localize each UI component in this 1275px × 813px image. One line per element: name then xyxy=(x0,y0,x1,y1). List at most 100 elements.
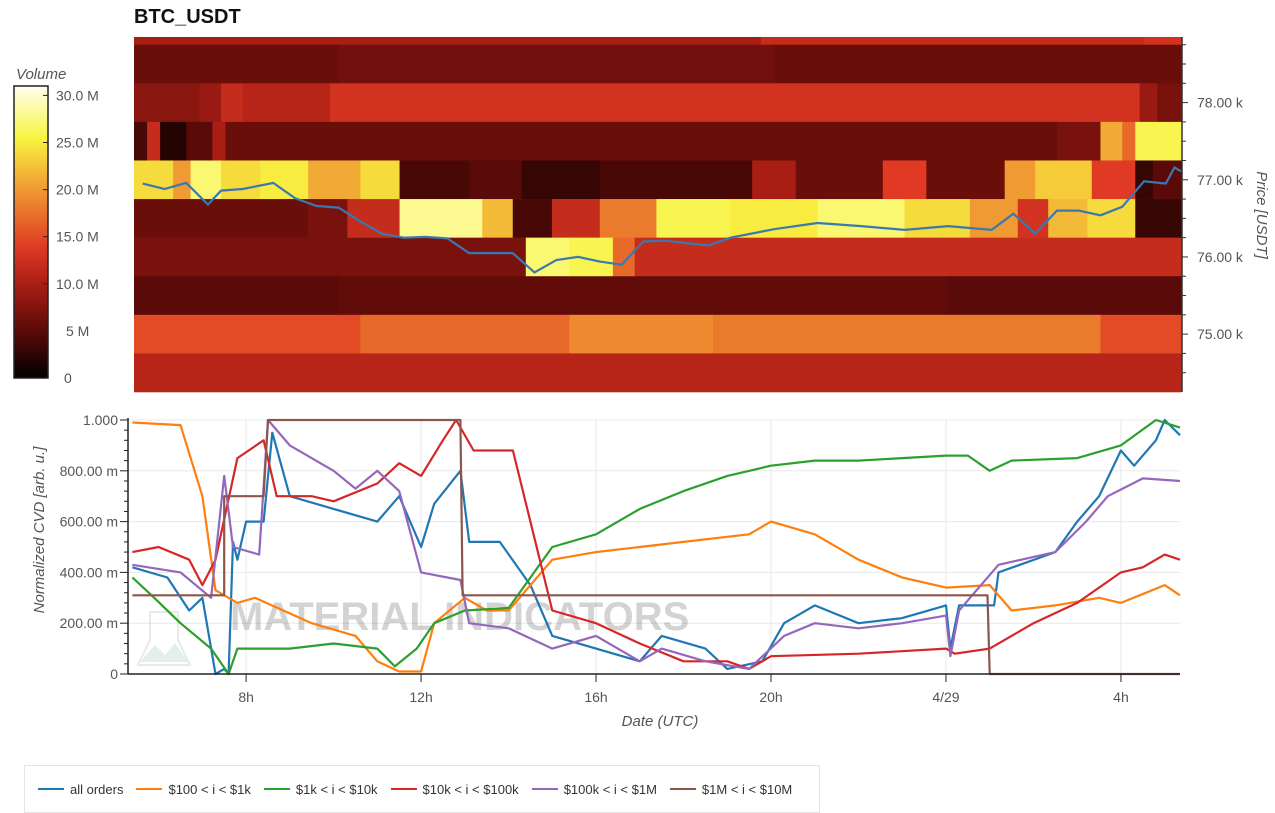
legend-swatch xyxy=(531,788,558,790)
heatmap-cell xyxy=(134,44,340,84)
legend-label: $1k < i < $10k xyxy=(295,781,378,797)
heatmap-cell xyxy=(926,160,1006,200)
cvd-series-line xyxy=(132,421,1181,673)
heatmap-cell xyxy=(134,121,148,161)
x-tick-label: 4/29 xyxy=(932,689,959,705)
legend-swatch xyxy=(390,788,417,790)
cvd-series-line xyxy=(132,418,1181,670)
heatmap-cell xyxy=(599,160,753,200)
heatmap-cell xyxy=(1143,37,1182,46)
heatmap-cell xyxy=(134,199,309,238)
x-tick-label: 8h xyxy=(238,689,254,705)
heatmap-cell xyxy=(1087,199,1136,238)
heatmap-cell xyxy=(969,199,1019,238)
heatmap-cell xyxy=(1100,314,1182,354)
heatmap-cell xyxy=(612,237,636,277)
heatmap-cell xyxy=(1048,199,1088,238)
heatmap-cell xyxy=(147,121,161,161)
heatmap-cell xyxy=(773,44,1182,84)
legend-swatch xyxy=(263,788,290,790)
heatmap-cell xyxy=(329,83,1141,123)
heatmap-cell xyxy=(212,121,226,161)
heatmap-cell xyxy=(134,83,200,123)
heatmap-cell xyxy=(569,314,714,354)
price-tick-label: 76.00 k xyxy=(1197,249,1244,265)
heatmap-cell xyxy=(1135,121,1182,161)
legend-label: all orders xyxy=(70,781,124,797)
heatmap-cell xyxy=(160,121,187,161)
mountain-icon xyxy=(140,643,188,662)
legend-label: $10k < i < $100k xyxy=(422,781,519,797)
heatmap-cell xyxy=(469,160,522,200)
heatmap-cell xyxy=(360,314,570,354)
colorbar-tick-label: 10.0 M xyxy=(56,276,99,292)
heatmap-cell xyxy=(221,160,261,200)
legend-item[interactable]: $1M < i < $10M xyxy=(669,781,793,797)
heatmap-cell xyxy=(1091,160,1136,200)
legend-item[interactable]: $100 < i < $1k xyxy=(136,781,251,797)
colorbar-tick-label: 15.0 M xyxy=(56,229,99,245)
heatmap-cell xyxy=(1122,121,1136,161)
heatmap-cell xyxy=(1135,199,1182,238)
heatmap-cell xyxy=(242,83,331,123)
colorbar-gradient xyxy=(13,85,49,379)
heatmap-cell xyxy=(730,199,818,238)
heatmap-cell xyxy=(308,160,361,200)
watermark-logo xyxy=(136,611,192,666)
price-tick-label: 78.00 k xyxy=(1197,95,1244,111)
legend-swatch xyxy=(669,788,696,790)
legend-item[interactable]: $1k < i < $10k xyxy=(263,781,378,797)
x-axis-label: Date (UTC) xyxy=(622,713,699,730)
heatmap-cell xyxy=(134,160,174,200)
heatmap-cell xyxy=(904,199,971,238)
y-tick-label: 1.000 xyxy=(83,412,118,428)
x-tick-label: 16h xyxy=(584,689,607,705)
legend-item[interactable]: all orders xyxy=(38,782,123,797)
heatmap-cell xyxy=(399,199,483,238)
y-tick-label: 200.00 m xyxy=(60,615,118,631)
legend-item[interactable]: $10k < i < $100k xyxy=(390,781,519,797)
colorbar: Volume 0 5 M 10.0 M 15.0 M 20.0 M 25.0 M 30.0 M xyxy=(13,66,99,386)
x-tick-label: 4h xyxy=(1113,689,1129,705)
x-tick-label: 12h xyxy=(409,689,432,705)
chart-title: BTC_USDT xyxy=(134,6,241,28)
legend-swatch xyxy=(136,788,163,790)
price-tick-label: 77.00 k xyxy=(1197,172,1244,188)
cvd-series-line xyxy=(131,418,1181,676)
legend-item[interactable]: $100k < i < $1M xyxy=(531,782,657,797)
legend: all orders $100 < i < $1k $1k < i < $10k $1… xyxy=(24,765,820,813)
legend-label: $100 < i < $1k xyxy=(168,781,251,797)
heatmap-cell xyxy=(134,353,1182,393)
heatmap-cell xyxy=(134,314,361,354)
heatmap-cell xyxy=(338,276,949,316)
y-tick-label: 800.00 m xyxy=(60,463,118,479)
heatmap-cell xyxy=(186,121,213,161)
heatmap-cell xyxy=(264,121,1058,161)
heatmap-cell xyxy=(173,160,192,200)
heatmap-cell xyxy=(752,160,797,200)
heatmap-cell xyxy=(225,121,266,161)
x-tick-label: 20h xyxy=(759,689,782,705)
heatmap-cell xyxy=(795,160,884,200)
colorbar-tick-label: 30.0 M xyxy=(56,87,99,103)
heatmap-cell xyxy=(134,237,527,277)
colorbar-tick-label: 0 xyxy=(64,370,72,386)
heatmap-cell xyxy=(1139,83,1158,123)
heatmap-cell xyxy=(260,160,309,200)
heatmap-cell xyxy=(199,83,222,123)
heatmap-cell xyxy=(713,314,1101,354)
heatmap-panel: 75.00 k 76.00 k 77.00 k 78.00 k Price [USDT] xyxy=(134,37,1270,393)
heatmap-cell xyxy=(134,37,762,46)
heatmap-cell xyxy=(338,44,775,84)
heatmap-cell xyxy=(1100,121,1123,161)
colorbar-tick-label: 25.0 M xyxy=(56,135,99,151)
cvd-series-line xyxy=(132,418,1180,676)
y-tick-label: 0 xyxy=(110,666,118,682)
legend-label: $1M < i < $10M xyxy=(701,781,793,797)
y-tick-label: 600.00 m xyxy=(60,514,118,530)
heatmap-cell xyxy=(221,83,244,123)
heatmap-cell xyxy=(634,237,1182,277)
y-axis-label: Normalized CVD [arb. u.] xyxy=(31,446,48,614)
